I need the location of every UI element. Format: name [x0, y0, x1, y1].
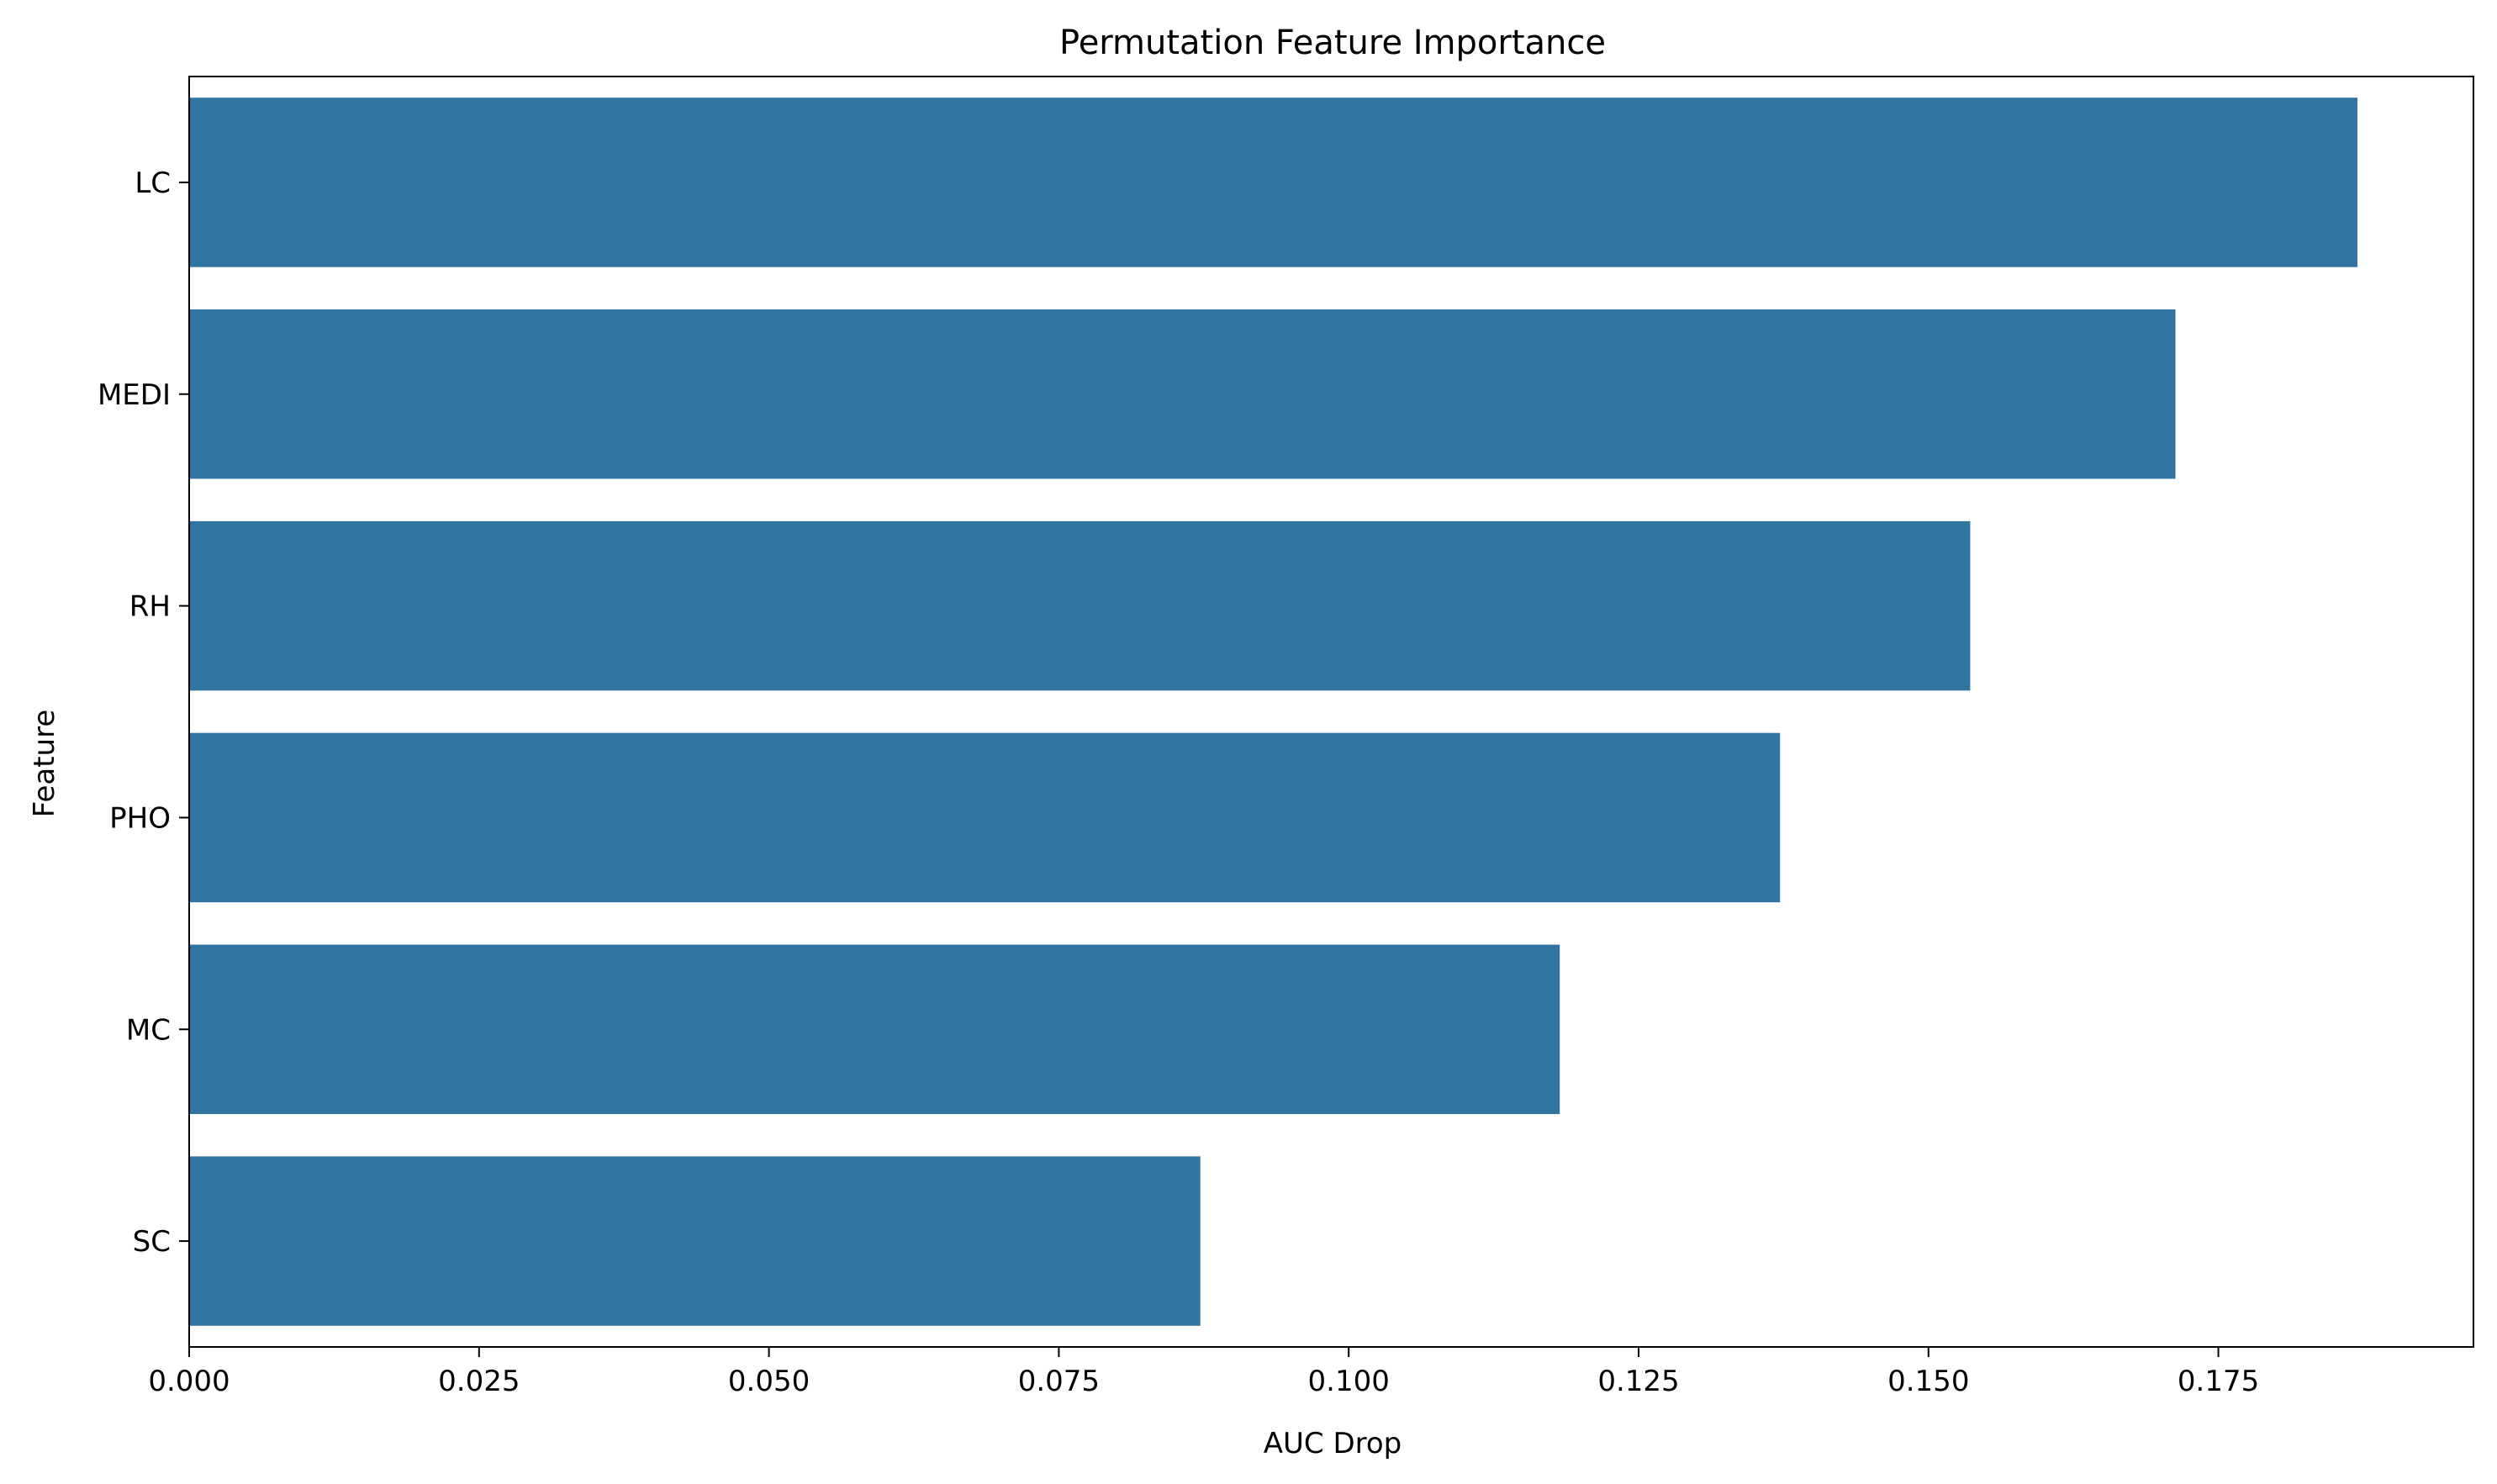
x-axis-label: AUC Drop — [1264, 1427, 1402, 1460]
y-tick-label: MC — [126, 1013, 171, 1047]
y-tick-label: LC — [135, 166, 171, 200]
chart-title: Permutation Feature Importance — [1059, 24, 1606, 62]
x-tick-label: 0.100 — [1308, 1365, 1390, 1398]
x-tick-label: 0.150 — [1887, 1365, 1969, 1398]
y-tick-label: MEDI — [98, 378, 171, 412]
y-tick-label: RH — [129, 590, 171, 624]
bar-sc — [189, 1156, 1201, 1326]
y-axis: LC MEDI RH PHO MC SC — [98, 166, 189, 1259]
y-axis-label: Feature — [28, 710, 61, 817]
bars-group — [189, 98, 2358, 1326]
bar-pho — [189, 732, 1781, 903]
x-tick-label: 0.050 — [728, 1365, 810, 1398]
bar-rh — [189, 520, 1971, 691]
y-tick-label: PHO — [109, 801, 171, 835]
plot-frame — [188, 76, 2474, 1348]
x-tick-label: 0.000 — [148, 1365, 230, 1398]
x-tick-label: 0.025 — [438, 1365, 520, 1398]
bar-mc — [189, 944, 1560, 1114]
x-tick-label: 0.175 — [2178, 1365, 2259, 1398]
bar-medi — [189, 309, 2176, 479]
y-tick-label: SC — [133, 1225, 171, 1259]
x-axis: 0.000 0.025 0.050 0.075 0.100 0.125 0.150 0.175 — [148, 1347, 2259, 1398]
x-tick-label: 0.125 — [1597, 1365, 1679, 1398]
bar-lc — [189, 98, 2358, 267]
x-tick-label: 0.075 — [1018, 1365, 1100, 1398]
